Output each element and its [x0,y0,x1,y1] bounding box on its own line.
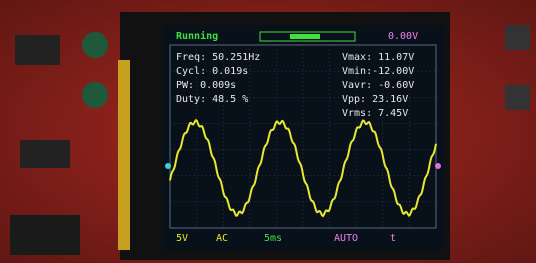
measurement: Vmax: 11.07V [342,52,414,63]
measurement: Vpp: 23.16V [342,94,408,105]
measurement: Vmin:-12.00V [342,66,414,77]
time-div: 5ms [264,233,282,244]
button [505,85,530,110]
ribbon [118,60,130,250]
trimmer [82,32,108,58]
ground-marker [165,163,171,169]
switch [20,140,70,168]
switch [15,35,60,65]
measurement: Vrms: 7.45V [342,108,408,119]
trigger-marker [435,163,441,169]
memory-window [290,34,320,39]
measurement: Duty: 48.5 % [176,94,248,105]
volts-div: 5V [176,233,188,244]
trigger-mode: AUTO [334,233,358,244]
coupling: AC [216,233,228,244]
status-mode: Running [176,30,218,42]
measurement: PW: 0.009s [176,80,236,91]
scene: Running 0.00V Freq: 50.251Hz Cycl: 0.019s… [0,0,536,263]
connector [10,215,80,255]
trimmer [82,82,108,108]
measurement: Cycl: 0.019s [176,66,248,77]
button [505,25,530,50]
measurement: Freq: 50.251Hz [176,52,260,63]
status-offset: 0.00V [388,31,418,42]
measurement: Vavr: -0.60V [342,80,414,91]
trigger-edge: t [390,233,396,244]
